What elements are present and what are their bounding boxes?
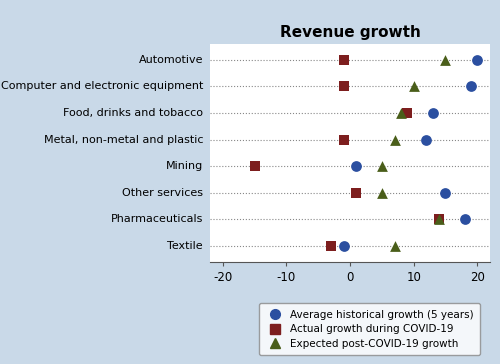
Point — [327, 243, 335, 249]
Text: Textile: Textile — [168, 241, 203, 251]
Point — [442, 190, 450, 196]
Point — [390, 243, 398, 249]
Point — [467, 83, 475, 89]
Text: Pharmaceuticals: Pharmaceuticals — [110, 214, 203, 225]
Point — [474, 57, 482, 63]
Text: Food, drinks and tobacco: Food, drinks and tobacco — [63, 108, 203, 118]
Point — [340, 83, 347, 89]
Point — [460, 217, 468, 222]
Point — [422, 136, 430, 142]
Point — [340, 57, 347, 63]
Point — [390, 136, 398, 142]
Legend: Average historical growth (5 years), Actual growth during COVID-19, Expected pos: Average historical growth (5 years), Act… — [258, 303, 480, 355]
Point — [340, 136, 347, 142]
Point — [404, 110, 411, 116]
Text: Other services: Other services — [122, 188, 203, 198]
Point — [378, 163, 386, 169]
Text: Metal, non-metal and plastic: Metal, non-metal and plastic — [44, 135, 203, 145]
Point — [352, 163, 360, 169]
Point — [435, 217, 443, 222]
Point — [340, 243, 347, 249]
Point — [352, 190, 360, 196]
Title: Revenue growth: Revenue growth — [280, 25, 420, 40]
Point — [410, 83, 418, 89]
Point — [428, 110, 436, 116]
Point — [250, 163, 258, 169]
Text: Automotive: Automotive — [138, 55, 203, 65]
Text: Computer and electronic equipment: Computer and electronic equipment — [0, 81, 203, 91]
Point — [435, 217, 443, 222]
Text: Mining: Mining — [166, 161, 203, 171]
Point — [397, 110, 405, 116]
Point — [442, 57, 450, 63]
Point — [378, 190, 386, 196]
